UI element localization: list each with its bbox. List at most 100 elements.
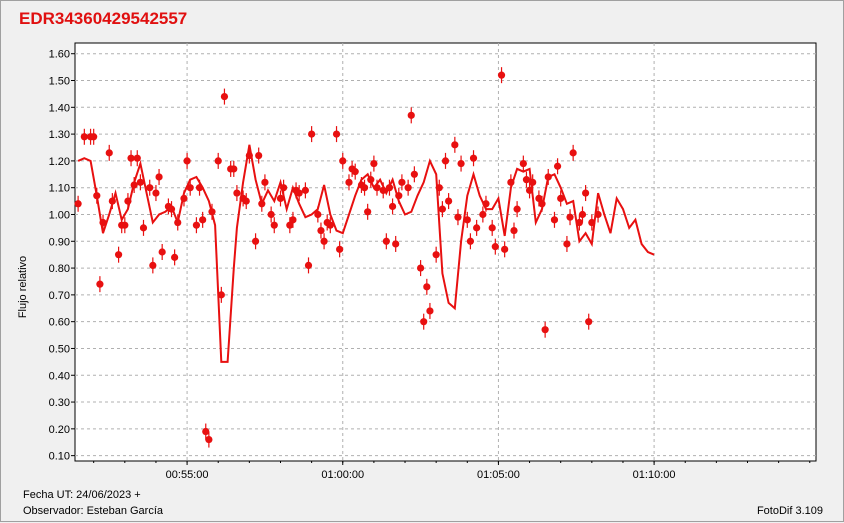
data-point (301, 182, 309, 199)
data-point (588, 214, 596, 231)
data-point (152, 185, 160, 202)
data-point (519, 155, 527, 172)
y-tick-label: 0.10 (49, 451, 70, 463)
data-point (395, 187, 403, 204)
data-point (351, 163, 359, 180)
data-point (473, 219, 481, 236)
data-point (108, 193, 116, 210)
data-point (326, 217, 334, 234)
data-point (488, 219, 496, 236)
data-point (96, 276, 104, 293)
data-point (205, 431, 213, 448)
data-point (382, 233, 390, 250)
data-point (261, 174, 269, 191)
y-tick-label: 1.20 (49, 156, 70, 168)
data-point (304, 257, 313, 274)
data-point (569, 144, 577, 161)
data-point (114, 246, 123, 263)
data-point (370, 155, 378, 172)
data-point (267, 206, 275, 223)
data-point (93, 187, 101, 204)
data-point (507, 174, 515, 191)
data-point (230, 160, 238, 177)
y-tick-label: 1.00 (49, 209, 70, 221)
data-point (541, 321, 549, 338)
data-point (295, 185, 303, 202)
y-tick-label: 0.60 (49, 317, 70, 329)
y-tick-label: 1.30 (49, 129, 70, 141)
data-point (251, 233, 260, 250)
data-point (171, 249, 179, 266)
data-point (360, 179, 369, 196)
y-tick-label: 0.80 (49, 263, 70, 275)
data-point (553, 158, 562, 175)
data-point (332, 126, 341, 143)
data-point (426, 302, 434, 319)
data-point (192, 217, 201, 234)
data-point (566, 209, 574, 226)
data-point (510, 222, 518, 239)
data-point (388, 198, 397, 215)
data-point (379, 182, 387, 199)
data-point (74, 195, 82, 212)
smoothed-curve (77, 144, 655, 363)
data-point (392, 235, 400, 252)
observer-label: Observador: Esteban García (23, 505, 164, 517)
data-point (314, 206, 322, 223)
data-point (308, 126, 316, 143)
data-point (445, 193, 453, 210)
data-point (594, 206, 602, 223)
data-point (435, 179, 443, 196)
x-tick-label: 00:55:00 (166, 469, 209, 481)
data-point (233, 185, 241, 202)
data-point (245, 147, 253, 164)
data-point (320, 233, 328, 250)
data-point (582, 185, 590, 202)
x-tick-label: 01:05:00 (477, 469, 520, 481)
data-point (139, 219, 148, 236)
data-point (214, 152, 222, 169)
data-point (538, 195, 546, 212)
date-label: Fecha UT: 24/06/2023 + (23, 489, 141, 501)
y-tick-label: 0.20 (49, 424, 70, 436)
data-point (336, 241, 344, 258)
data-point (525, 182, 534, 199)
data-point (195, 179, 204, 196)
data-point (578, 206, 587, 223)
data-point (317, 222, 325, 239)
data-point (491, 238, 499, 255)
data-point (220, 88, 229, 105)
data-point (105, 144, 113, 161)
data-point (136, 174, 144, 191)
data-point (217, 286, 225, 303)
y-tick-label: 1.10 (49, 183, 70, 195)
data-point (529, 174, 537, 191)
y-tick-label: 0.70 (49, 290, 70, 302)
data-point (183, 152, 191, 169)
y-tick-label: 1.60 (49, 49, 70, 61)
data-point (479, 206, 487, 223)
data-point (167, 201, 176, 218)
data-point (438, 201, 446, 218)
data-point (404, 179, 412, 196)
y-tick-label: 0.40 (49, 370, 70, 382)
data-point (121, 217, 129, 234)
x-tick-label: 01:10:00 (633, 469, 676, 481)
data-point (557, 190, 565, 207)
y-tick-label: 0.50 (49, 343, 70, 355)
data-point (373, 179, 381, 196)
data-point (174, 214, 182, 231)
chart-title: EDR34360429542557 (19, 9, 188, 28)
data-point (482, 195, 490, 212)
data-point (208, 203, 216, 220)
plot-area (74, 42, 817, 462)
data-point (158, 244, 166, 260)
data-point (255, 147, 263, 164)
data-point (90, 128, 98, 145)
data-point (280, 179, 288, 196)
data-point (180, 190, 188, 207)
y-tick-label: 0.30 (49, 397, 70, 409)
data-point (364, 203, 372, 220)
